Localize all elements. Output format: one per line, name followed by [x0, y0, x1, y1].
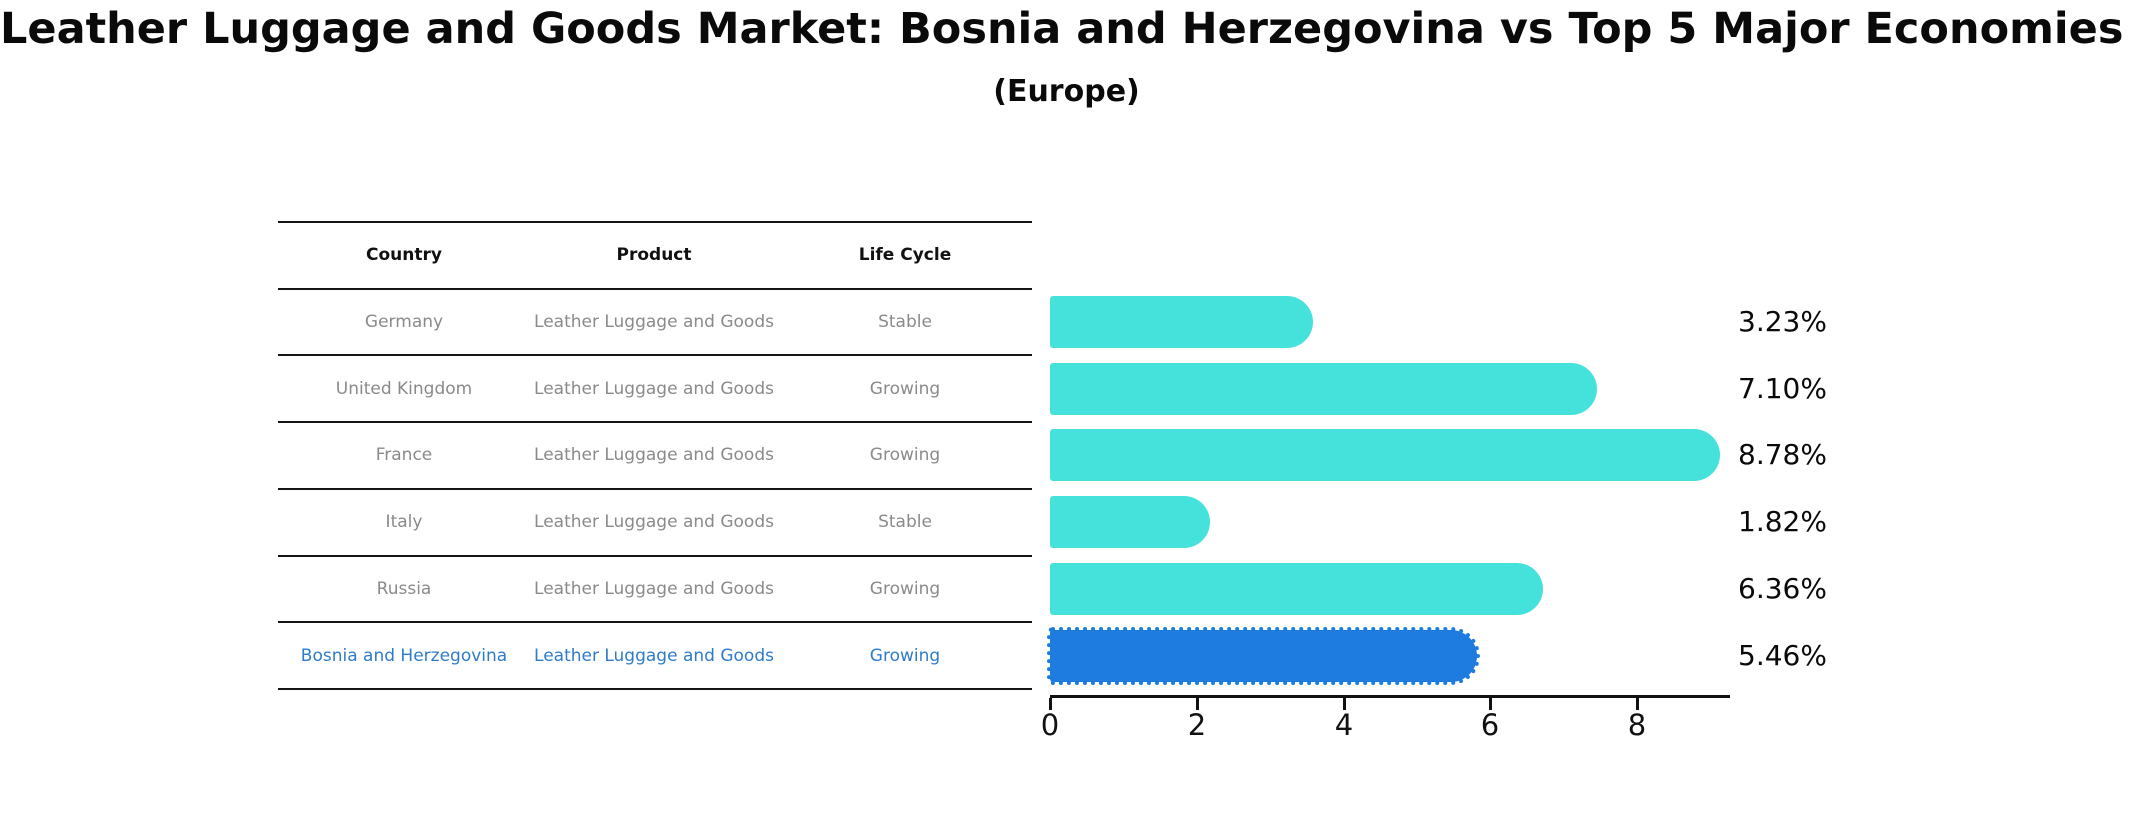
bar	[1050, 363, 1597, 415]
table-row-4-cell-1: Leather Luggage and Goods	[534, 579, 774, 599]
x-axis-tick	[1049, 698, 1052, 710]
x-axis-tick-label: 8	[1627, 708, 1647, 742]
table-rule-line	[278, 555, 1032, 557]
table-row-0-cell-0: Germany	[364, 312, 444, 332]
x-axis-line	[1050, 695, 1730, 698]
value-label: 7.10%	[1738, 371, 1827, 405]
bar	[1050, 296, 1313, 348]
x-axis-tick-label: 0	[1040, 708, 1060, 742]
table-row-1-cell-2: Growing	[869, 379, 941, 399]
table-rule-line	[278, 488, 1032, 490]
table-rule-line	[278, 688, 1032, 690]
table-header-product: Product	[616, 245, 692, 265]
table-rule-line	[278, 288, 1032, 290]
table-row-4-cell-2: Growing	[869, 579, 941, 599]
table-row-1-cell-0: United Kingdom	[335, 379, 473, 399]
table-row-3-cell-2: Stable	[878, 512, 932, 532]
table-rule-line	[278, 221, 1032, 223]
table-row-2-cell-2: Growing	[869, 445, 941, 465]
table-row-0-cell-1: Leather Luggage and Goods	[534, 312, 774, 332]
table-row-3-cell-0: Italy	[385, 512, 423, 532]
highlight-bar	[1047, 627, 1480, 685]
value-label: 3.23%	[1738, 304, 1827, 338]
table-row-3-cell-1: Leather Luggage and Goods	[534, 512, 774, 532]
table-header-life-cycle: Life Cycle	[858, 245, 952, 265]
x-axis-tick-label: 4	[1334, 708, 1354, 742]
table-rule-line	[278, 621, 1032, 623]
table-row-4-cell-0: Russia	[376, 579, 432, 599]
x-axis-tick	[1636, 698, 1639, 710]
x-axis-tick-label: 2	[1187, 708, 1207, 742]
value-label: 8.78%	[1738, 437, 1827, 471]
x-axis-tick-label: 6	[1480, 708, 1500, 742]
x-axis-tick	[1196, 698, 1199, 710]
table-row-5-cell-1: Leather Luggage and Goods	[534, 646, 774, 666]
table-row-1-cell-1: Leather Luggage and Goods	[534, 379, 774, 399]
table-rule-line	[278, 421, 1032, 423]
value-label: 1.82%	[1738, 504, 1827, 538]
value-label: 5.46%	[1738, 638, 1827, 672]
table-row-5-cell-0: Bosnia and Herzegovina	[300, 646, 508, 666]
table-header-country: Country	[366, 245, 442, 265]
chart-subtitle: (Europe)	[993, 74, 1140, 109]
table-row-0-cell-2: Stable	[878, 312, 932, 332]
bar	[1050, 496, 1210, 548]
chart-title: Leather Luggage and Goods Market: Bosnia…	[0, 4, 2133, 54]
x-axis-tick	[1489, 698, 1492, 710]
bar	[1050, 563, 1543, 615]
table-row-5-cell-2: Growing	[869, 646, 941, 666]
table-row-2-cell-1: Leather Luggage and Goods	[534, 445, 774, 465]
bar	[1050, 429, 1720, 481]
table-rule-line	[278, 354, 1032, 356]
value-label: 6.36%	[1738, 571, 1827, 605]
x-axis-tick	[1343, 698, 1346, 710]
table-row-2-cell-0: France	[375, 445, 433, 465]
